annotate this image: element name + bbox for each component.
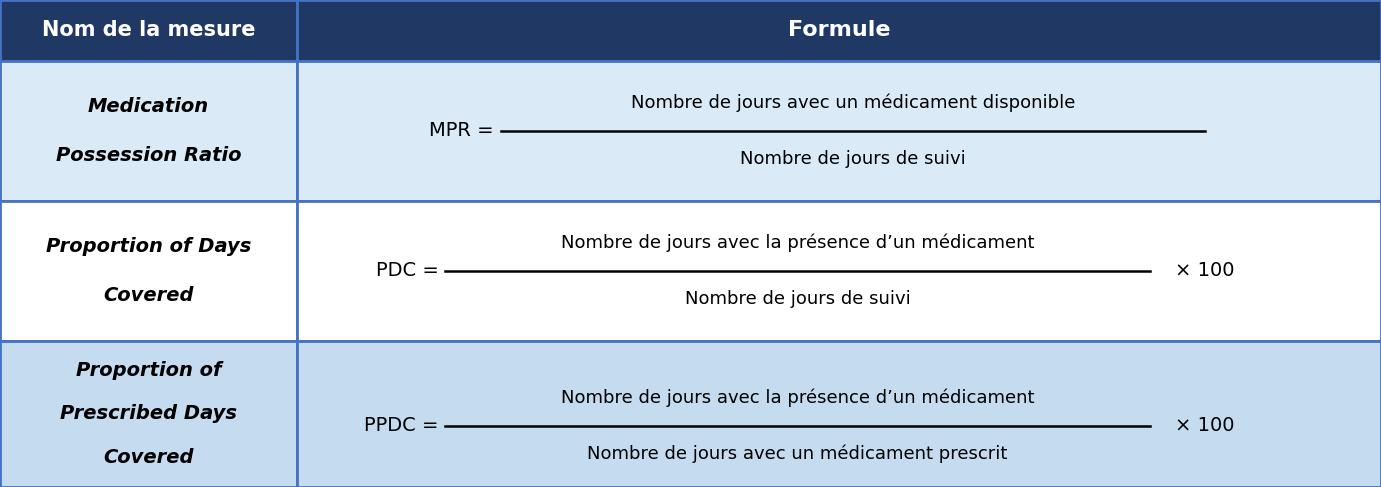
Text: Nombre de jours de suivi: Nombre de jours de suivi [740,150,965,168]
Text: × 100: × 100 [1174,262,1235,281]
Bar [0,341,297,487]
Text: PDC =: PDC = [376,262,439,281]
Text: Nombre de jours de suivi: Nombre de jours de suivi [685,290,910,308]
Text: Nombre de jours avec un médicament prescrit: Nombre de jours avec un médicament presc… [587,445,1008,463]
Text: × 100: × 100 [1174,416,1235,435]
Text: Nombre de jours avec la présence d’un médicament: Nombre de jours avec la présence d’un mé… [561,388,1034,407]
Text: PPDC =: PPDC = [365,416,439,435]
Text: Possession Ratio: Possession Ratio [55,146,242,165]
Bar [297,341,1381,487]
Text: Proportion of Days: Proportion of Days [46,237,251,256]
Text: Proportion of: Proportion of [76,360,221,380]
Bar [297,61,1381,201]
Bar [0,201,297,341]
Text: Covered: Covered [104,448,193,468]
Text: MPR =: MPR = [429,121,494,140]
Text: Prescribed Days: Prescribed Days [59,404,238,424]
Text: Nombre de jours avec un médicament disponible: Nombre de jours avec un médicament dispo… [631,94,1074,112]
Bar [0,0,297,61]
Text: Nombre de jours avec la présence d’un médicament: Nombre de jours avec la présence d’un mé… [561,233,1034,252]
Bar [297,0,1381,61]
Text: Nom de la mesure: Nom de la mesure [41,20,255,40]
Text: Medication: Medication [88,97,209,116]
Bar [0,61,297,201]
Bar [297,201,1381,341]
Text: Formule: Formule [787,20,891,40]
Text: Covered: Covered [104,286,193,305]
